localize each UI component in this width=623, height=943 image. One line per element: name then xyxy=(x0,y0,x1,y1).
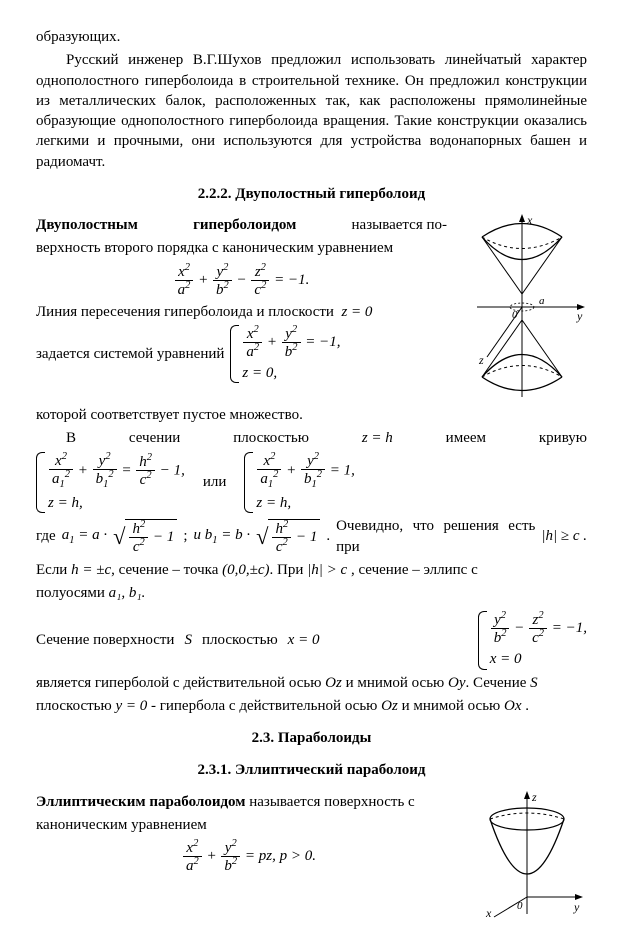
svg-text:x: x xyxy=(485,906,492,919)
equation-canonical-paraboloid: x2a2 + y2b2 = pz, p > 0. xyxy=(36,839,462,874)
p-231-line2: каноническим уравнением xyxy=(36,815,462,835)
line-esli: Если h = ±c, сечение – точка (0,0,±c). П… xyxy=(36,560,587,580)
system-1: x2a2 + y2b2 = −1, z = 0, xyxy=(230,325,340,383)
line-poluosi: полуосями a₁, b₁. xyxy=(36,583,587,603)
p-giperbola-2: плоскостью y = 0 - гипербола с действите… xyxy=(36,696,587,716)
systems-2-3-line: x2a12 + y2b12 = h2c2 − 1, z = h, или x2a… xyxy=(36,452,587,514)
svg-text:z: z xyxy=(478,353,484,367)
section-title-231: 2.3.1. Эллиптический параболоид xyxy=(36,760,587,780)
system-2: x2a12 + y2b12 = h2c2 − 1, z = h, xyxy=(36,452,185,514)
p-sechenii-line: В сечении плоскостью z = h имеем кривую xyxy=(36,428,587,448)
p-231-line1: Эллиптическим параболоидом называется по… xyxy=(36,792,462,812)
equation-canonical-hyperboloid: x2a2 + y2b2 − z2c2 = −1. xyxy=(36,263,447,298)
term-ellipt-paraboloid: Эллиптическим параболоидом xyxy=(36,794,245,810)
svg-text:0: 0 xyxy=(517,900,523,912)
text-ili: или xyxy=(203,472,227,492)
section-title-23: 2.3. Параболоиды xyxy=(36,728,587,748)
figure-two-sheet-hyperboloid: x y z 0 a xyxy=(457,212,587,402)
p-222-line4: задается системой уравнений x2a2 + y2b2 … xyxy=(36,325,447,383)
system-3: x2a12 + y2b12 = 1, z = h, xyxy=(244,452,355,514)
p-222-line2: верхность второго порядка с каноническим… xyxy=(36,238,447,258)
figure-elliptic-paraboloid: z y x 0 xyxy=(472,789,587,919)
p-222-line5: которой соответствует пустое множество. xyxy=(36,405,587,425)
p-giperbola-1: является гиперболой с действительной ось… xyxy=(36,673,587,693)
section-title-222: 2.2.2. Двуполостный гиперболоид xyxy=(36,184,587,204)
paragraph-top-1: образующих. xyxy=(36,27,587,47)
system-4: y2b2 − z2c2 = −1, x = 0 xyxy=(478,611,587,669)
p-222-line1-tail: называется по- xyxy=(352,215,447,235)
p-222-line1: Двуполостным гиперболоидом называется по… xyxy=(36,215,447,235)
paragraph-top-2: Русский инженер В.Г.Шухов предложил испо… xyxy=(36,50,587,172)
svg-text:z: z xyxy=(531,790,537,804)
p-222-line3: Линия пересечения гиперболоида и плоскос… xyxy=(36,302,447,322)
line-gde: где a1 = a · √ h2c2 − 1 ; и b1 = b · √ h… xyxy=(36,516,587,557)
term-giperboloidom: гиперболоидом xyxy=(193,217,296,233)
term-dvupolostnym: Двуполостным xyxy=(36,217,138,233)
line-sech-s: Сечение поверхности S плоскостью x = 0 y… xyxy=(36,611,587,669)
svg-text:a: a xyxy=(539,295,545,307)
svg-text:y: y xyxy=(576,309,583,323)
svg-text:y: y xyxy=(573,900,580,914)
